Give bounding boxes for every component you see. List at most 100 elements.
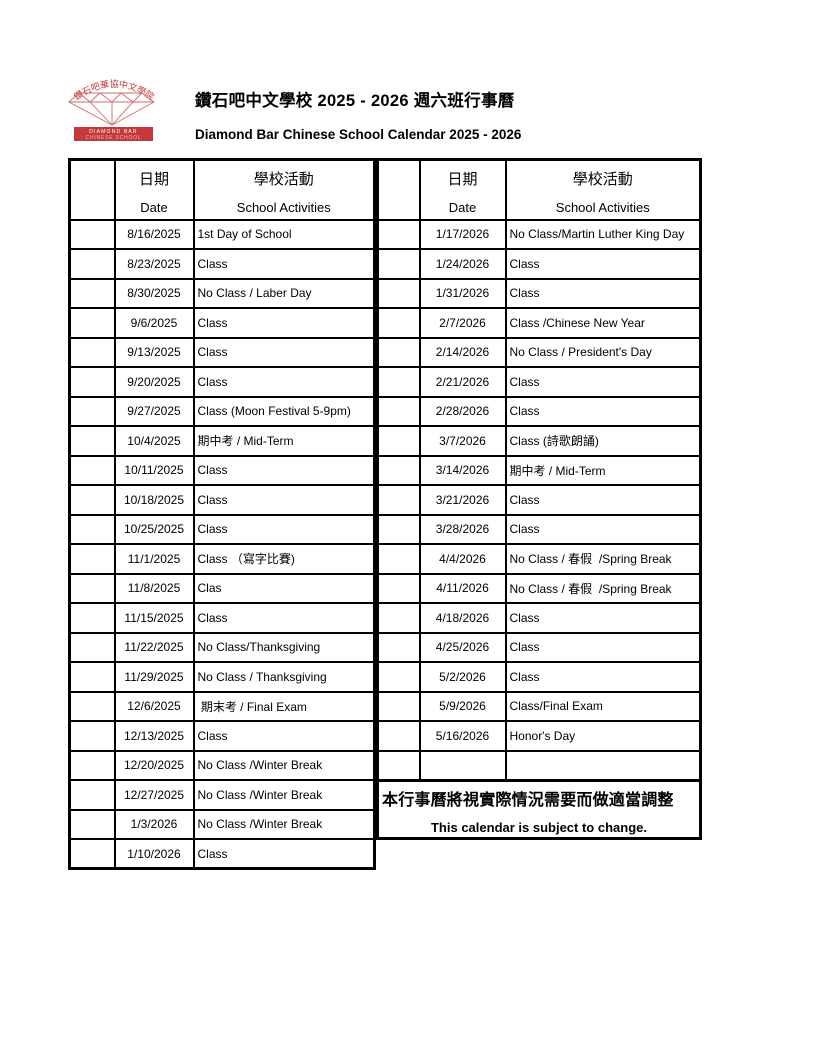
table-header: 日期 Date 學校活動 School Activities: [376, 158, 702, 221]
flag-cell: [68, 307, 116, 339]
activity-cell: Class: [504, 513, 702, 545]
activity-cell: Class: [504, 395, 702, 427]
date-cell: 3/14/2026: [418, 454, 507, 486]
date-cell: 10/18/2025: [113, 484, 195, 516]
flag-cell: [376, 366, 421, 398]
date-cell: 2/21/2026: [418, 366, 507, 398]
logo-banner: [74, 127, 153, 141]
date-cell: 9/13/2025: [113, 336, 195, 368]
date-cell: 4/4/2026: [418, 543, 507, 575]
flag-cell: [376, 454, 421, 486]
flag-cell: [376, 572, 421, 604]
activities-column-header: 學校活動 School Activities: [504, 158, 702, 221]
calendar-table-fall-semester: 日期 Date 學校活動 School Activities 8/16/2025…: [68, 158, 376, 870]
table-row: 4/25/2026 Class: [376, 631, 702, 663]
date-cell: 11/22/2025: [113, 631, 195, 663]
calendar-table-spring-semester: 日期 Date 學校活動 School Activities 1/17/2026…: [376, 158, 702, 840]
activity-cell: Class: [192, 366, 376, 398]
table-row: 8/30/2025 No Class / Laber Day: [68, 277, 376, 309]
table-row: 9/20/2025 Class: [68, 366, 376, 398]
date-cell: 10/25/2025: [113, 513, 195, 545]
flag-cell: [68, 690, 116, 722]
activity-cell: Class (詩歌朗誦): [504, 425, 702, 457]
table-row: 2/7/2026 Class /Chinese New Year: [376, 307, 702, 339]
table-row: 1/17/2026 No Class/Martin Luther King Day: [376, 218, 702, 250]
date-cell: 2/28/2026: [418, 395, 507, 427]
activity-cell: 期中考 / Mid-Term: [192, 425, 376, 457]
activity-cell: Class /Chinese New Year: [504, 307, 702, 339]
activity-cell: 期中考 / Mid-Term: [504, 454, 702, 486]
flag-cell: [68, 543, 116, 575]
flag-cell: [68, 454, 116, 486]
activity-cell: 期末考 / Final Exam: [192, 690, 376, 722]
activity-cell: No Class /Winter Break: [192, 779, 376, 811]
flag-cell: [68, 720, 116, 752]
activity-cell: Class/Final Exam: [504, 690, 702, 722]
flag-cell: [376, 690, 421, 722]
table-row: 12/6/2025 期末考 / Final Exam: [68, 690, 376, 722]
note-row: 本行事曆將視實際情況需要而做適當調整 This calendar is subj…: [376, 778, 702, 840]
flag-cell: [376, 602, 421, 634]
activity-cell: 1st Day of School: [192, 218, 376, 250]
table-row: 10/4/2025 期中考 / Mid-Term: [68, 425, 376, 457]
table-row: 4/4/2026 No Class / 春假 /Spring Break: [376, 543, 702, 575]
logo-banner-line1: DIAMOND BAR: [89, 129, 137, 135]
date-cell: 9/20/2025: [113, 366, 195, 398]
date-cell: 12/6/2025: [113, 690, 195, 722]
logo-banner-line2: CHINESE SCHOOL: [86, 135, 142, 141]
activity-cell: No Class /Winter Break: [192, 749, 376, 781]
table-row: 4/18/2026 Class: [376, 602, 702, 634]
school-logo: 鑽石吧華協中文學院 DIAMOND BAR CHINESE SCHOOL: [68, 78, 156, 141]
activity-cell: No Class/Thanksgiving: [192, 631, 376, 663]
activity-cell: Class: [192, 838, 376, 870]
blank-header-cell: [68, 158, 116, 221]
date-cell: 1/31/2026: [418, 277, 507, 309]
activity-cell: No Class / President's Day: [504, 336, 702, 368]
table-row: 9/13/2025 Class: [68, 336, 376, 368]
header-row: 日期 Date 學校活動 School Activities: [68, 158, 376, 221]
note-section: 本行事曆將視實際情況需要而做適當調整 This calendar is subj…: [376, 778, 702, 840]
activities-header-english: School Activities: [236, 200, 331, 215]
activity-cell: Class: [192, 602, 376, 634]
date-cell: 8/30/2025: [113, 277, 195, 309]
activity-cell: Class (Moon Festival 5-9pm): [192, 395, 376, 427]
date-cell: 4/11/2026: [418, 572, 507, 604]
date-cell: 3/7/2026: [418, 425, 507, 457]
activity-cell: No Class /Winter Break: [192, 808, 376, 840]
note-english: This calendar is subject to change.: [430, 819, 647, 835]
table-row: 5/9/2026 Class/Final Exam: [376, 690, 702, 722]
table-row: 11/22/2025 No Class/Thanksgiving: [68, 631, 376, 663]
flag-cell: [376, 425, 421, 457]
date-cell: 9/27/2025: [113, 395, 195, 427]
activity-cell: Clas: [192, 572, 376, 604]
note-chinese: 本行事曆將視實際情況需要而做適當調整: [382, 791, 674, 809]
page-title-chinese: 鑽石吧中文學校 2025 - 2026 週六班行事曆: [195, 92, 515, 110]
title-block: 鑽石吧中文學校 2025 - 2026 週六班行事曆 Diamond Bar C…: [195, 90, 755, 143]
table-row: 5/2/2026 Class: [376, 661, 702, 693]
table-row: 3/21/2026 Class: [376, 484, 702, 516]
activities-header-chinese: 學校活動: [572, 171, 633, 188]
activity-cell: Class: [504, 277, 702, 309]
table-row: 3/28/2026 Class: [376, 513, 702, 545]
activity-cell: Class: [504, 661, 702, 693]
table-row: 3/7/2026 Class (詩歌朗誦): [376, 425, 702, 457]
table-row: 1/24/2026 Class: [376, 248, 702, 280]
table-row: 11/29/2025 No Class / Thanksgiving: [68, 661, 376, 693]
activity-cell: Class: [504, 631, 702, 663]
table-row: 10/11/2025 Class: [68, 454, 376, 486]
table-row: 9/27/2025 Class (Moon Festival 5-9pm): [68, 395, 376, 427]
flag-cell: [376, 395, 421, 427]
table-row: 10/18/2025 Class: [68, 484, 376, 516]
date-cell: 12/20/2025: [113, 749, 195, 781]
activity-cell: Class: [192, 248, 376, 280]
date-cell: 5/9/2026: [418, 690, 507, 722]
flag-cell: [68, 838, 116, 870]
flag-cell: [68, 808, 116, 840]
page-title-english: Diamond Bar Chinese School Calendar 2025…: [195, 127, 522, 142]
table-row: 12/27/2025 No Class /Winter Break: [68, 779, 376, 811]
subject-to-change-note: 本行事曆將視實際情況需要而做適當調整 This calendar is subj…: [376, 778, 702, 840]
table-row: 1/3/2026 No Class /Winter Break: [68, 808, 376, 840]
date-cell: 5/16/2026: [418, 720, 507, 752]
table-row: 1/31/2026 Class: [376, 277, 702, 309]
